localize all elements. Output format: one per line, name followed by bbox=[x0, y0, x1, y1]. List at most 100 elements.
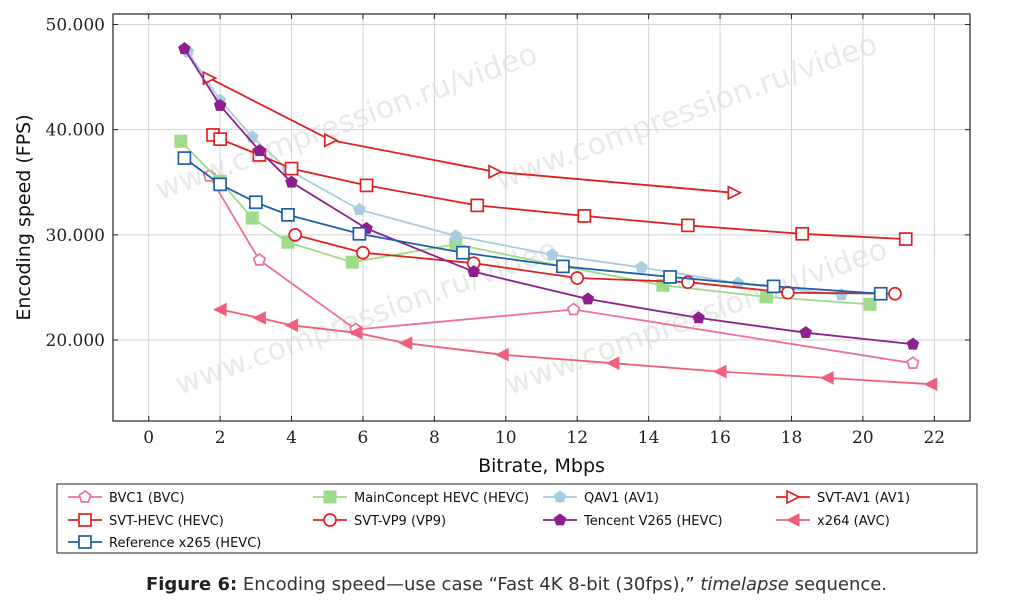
legend-label: SVT-VP9 (VP9) bbox=[354, 514, 446, 529]
x-tick-label: 4 bbox=[286, 428, 297, 448]
data-point bbox=[545, 248, 559, 261]
caption-label: Figure 6: bbox=[145, 574, 238, 595]
legend-entry: Tencent V265 (HEVC) bbox=[543, 513, 723, 529]
data-point bbox=[359, 178, 374, 193]
series-reference-x265-hevc bbox=[177, 151, 888, 301]
series-svt-hevc-hevc bbox=[206, 128, 913, 246]
data-point bbox=[213, 302, 227, 317]
data-point bbox=[213, 132, 227, 146]
series-tencent-v265-hevc bbox=[178, 42, 920, 350]
data-point bbox=[348, 325, 363, 340]
data-point bbox=[923, 377, 938, 392]
series-line bbox=[183, 48, 913, 346]
data-point bbox=[786, 489, 801, 505]
data-point bbox=[488, 164, 503, 180]
x-tick-label: 14 bbox=[638, 428, 660, 448]
data-point bbox=[252, 311, 266, 325]
data-point bbox=[281, 208, 295, 222]
data-point bbox=[288, 228, 302, 242]
data-point bbox=[213, 177, 227, 192]
data-point bbox=[577, 209, 592, 223]
x-tick-label: 12 bbox=[566, 428, 588, 448]
legend-entry: x264 (AVC) bbox=[776, 513, 890, 529]
data-point bbox=[245, 211, 259, 225]
data-point bbox=[467, 265, 480, 277]
data-point bbox=[681, 218, 695, 233]
data-point bbox=[873, 286, 888, 301]
legend-entry: QAV1 (AV1) bbox=[543, 490, 659, 506]
legend-label: BVC1 (BVC) bbox=[109, 491, 185, 506]
series-x264-avc bbox=[213, 302, 938, 392]
data-point bbox=[213, 98, 227, 111]
x-tick-label: 6 bbox=[358, 428, 369, 448]
data-point bbox=[898, 232, 913, 246]
legend-label: Tencent V265 (HEVC) bbox=[583, 514, 723, 529]
data-point bbox=[799, 326, 812, 338]
data-point bbox=[78, 489, 92, 503]
data-point bbox=[863, 297, 877, 311]
data-point bbox=[556, 259, 570, 274]
data-point bbox=[785, 513, 800, 527]
data-point bbox=[78, 535, 92, 549]
data-point bbox=[323, 490, 337, 504]
data-point bbox=[570, 271, 585, 285]
legend-label: Reference x265 (HEVC) bbox=[109, 536, 261, 551]
data-point bbox=[635, 260, 648, 273]
y-tick-label: 20.000 bbox=[46, 331, 105, 351]
data-point bbox=[284, 161, 299, 176]
legend-entry: SVT-VP9 (VP9) bbox=[313, 513, 446, 529]
data-point bbox=[456, 245, 470, 260]
data-point bbox=[177, 151, 192, 165]
data-point bbox=[820, 371, 834, 385]
x-tick-label: 16 bbox=[709, 428, 731, 448]
legend-entry: SVT-HEVC (HEVC) bbox=[68, 513, 224, 529]
x-tick-label: 22 bbox=[923, 428, 945, 448]
data-point bbox=[605, 356, 620, 370]
series-svt-av1-av1 bbox=[202, 70, 743, 201]
legend-entry: Reference x265 (HEVC) bbox=[68, 535, 261, 551]
series-line bbox=[180, 140, 871, 306]
data-point bbox=[888, 286, 902, 301]
data-point bbox=[906, 337, 920, 350]
x-tick-label: 20 bbox=[852, 428, 874, 448]
data-point bbox=[766, 279, 781, 294]
y-tick-label: 40.000 bbox=[46, 121, 105, 141]
legend-label: MainConcept HEVC (HEVC) bbox=[354, 491, 529, 506]
data-point bbox=[353, 202, 366, 215]
plot-frame bbox=[112, 13, 971, 422]
data-point bbox=[727, 185, 743, 201]
data-point bbox=[712, 364, 727, 379]
legend-label: x264 (AVC) bbox=[817, 514, 890, 529]
legend-entry: SVT-AV1 (AV1) bbox=[776, 489, 910, 506]
data-point bbox=[398, 336, 413, 350]
watermark-text: www.compression.ru/video bbox=[151, 37, 542, 208]
x-tick-label: 18 bbox=[781, 428, 803, 448]
data-point bbox=[553, 490, 567, 503]
data-point bbox=[449, 229, 463, 242]
y-tick-label: 50.000 bbox=[46, 16, 105, 36]
data-point bbox=[174, 134, 188, 148]
data-point bbox=[581, 292, 595, 305]
legend-label: QAV1 (AV1) bbox=[584, 491, 659, 506]
data-point bbox=[906, 356, 920, 369]
data-point bbox=[252, 253, 267, 266]
data-point bbox=[692, 311, 705, 324]
x-tick-label: 10 bbox=[495, 428, 517, 448]
data-point bbox=[345, 255, 359, 269]
caption-text-after: sequence. bbox=[788, 574, 888, 595]
x-tick-label: 2 bbox=[215, 428, 226, 448]
data-point bbox=[663, 270, 677, 284]
legend-label: SVT-AV1 (AV1) bbox=[817, 491, 910, 506]
series-line bbox=[212, 134, 906, 240]
data-point bbox=[553, 513, 567, 526]
data-point bbox=[352, 226, 367, 241]
data-point bbox=[248, 195, 263, 210]
data-point bbox=[284, 318, 299, 333]
series-line bbox=[219, 308, 931, 386]
caption-text-before: Encoding speed—use case “Fast 4K 8-bit (… bbox=[237, 574, 701, 595]
data-point bbox=[178, 42, 191, 55]
figure-caption: Figure 6: Encoding speed—use case “Fast … bbox=[0, 574, 1033, 595]
data-point bbox=[495, 347, 509, 362]
data-point bbox=[323, 132, 339, 148]
